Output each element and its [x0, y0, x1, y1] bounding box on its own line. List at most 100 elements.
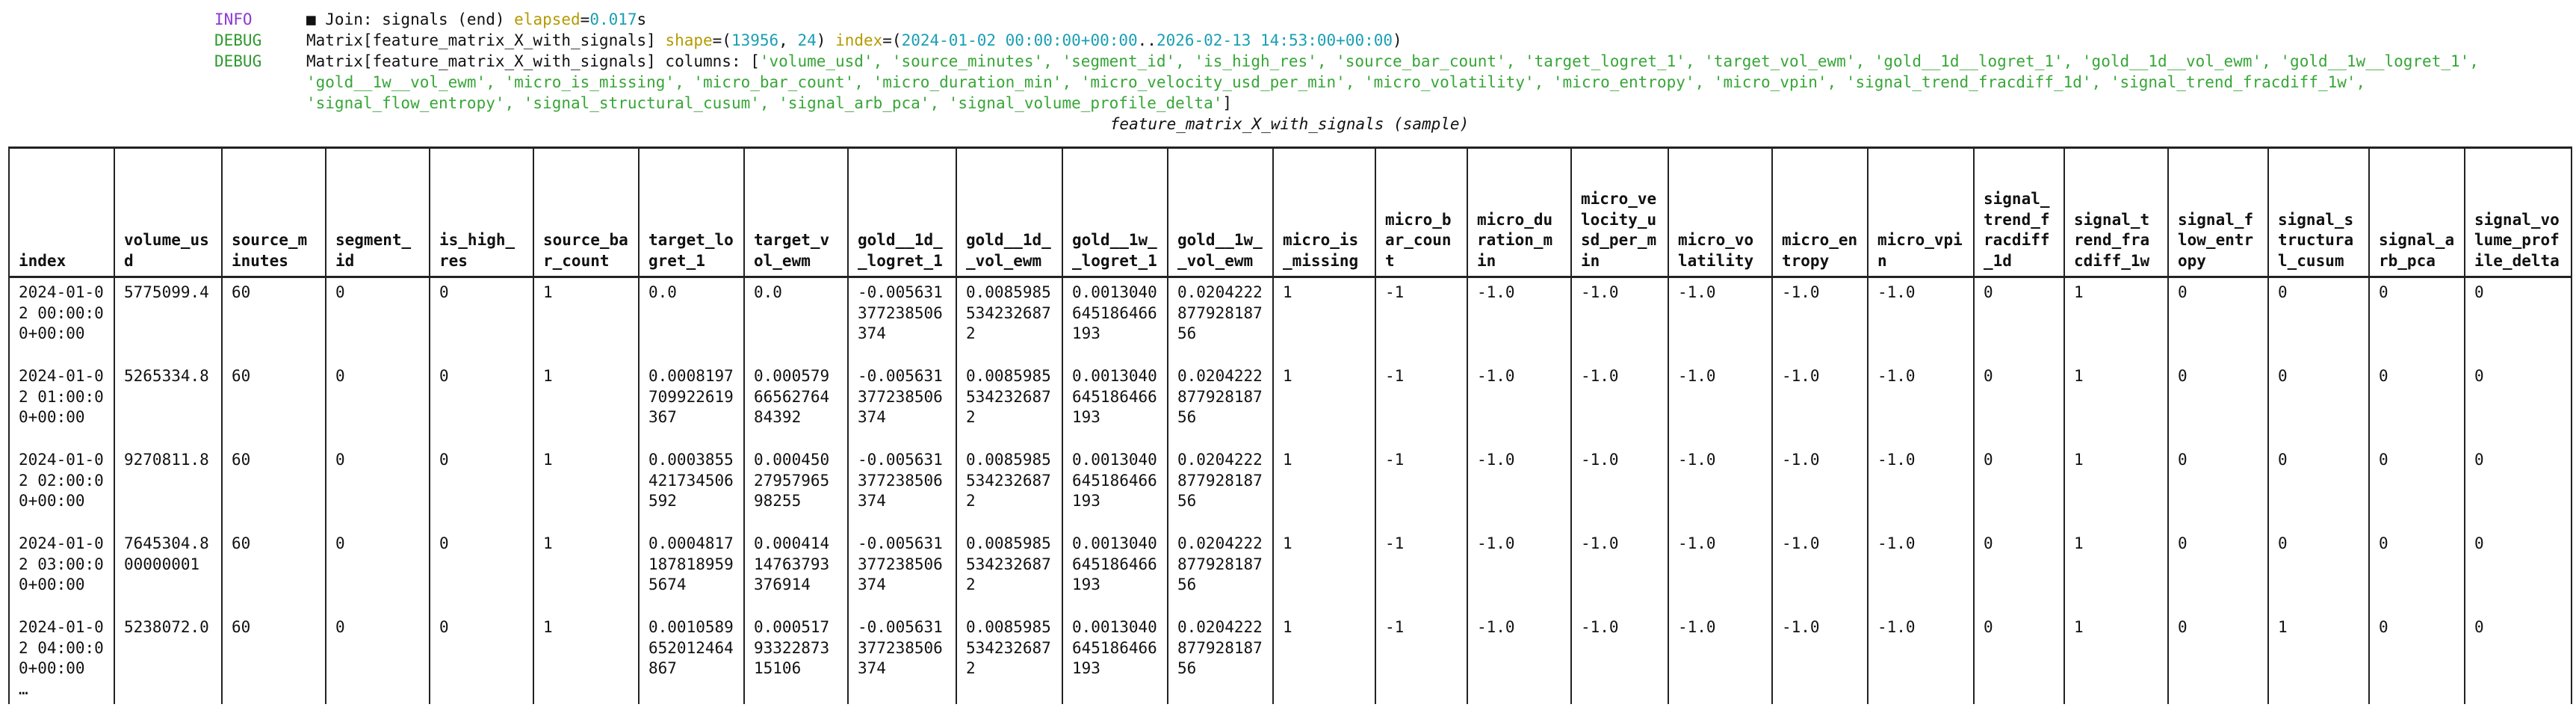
table-cell: 0 [429, 277, 534, 362]
table-cell: 0 [2368, 613, 2465, 704]
table-cell: 60 [221, 362, 326, 445]
column-header: is_high_res [429, 146, 534, 278]
table-cell: 0.0003855421734506592 [638, 445, 745, 529]
column-header: signal_flow_entropy [2167, 146, 2269, 278]
table-cell: 0 [2464, 613, 2572, 704]
table-cell: 1 [2063, 362, 2169, 445]
column-header: micro_bar_count [1375, 146, 1468, 278]
column-header: source_minutes [221, 146, 326, 278]
table-cell: 0 [2464, 529, 2572, 613]
table-cell: 0.0005796656276484392 [743, 362, 849, 445]
table-cell: -1.0 [1867, 277, 1975, 362]
table-cell: 1 [533, 362, 640, 445]
table-cell: 7645304.800000001 [114, 529, 223, 613]
table-cell: -1.0 [1668, 613, 1773, 704]
column-header: gold__1d__logret_1 [847, 146, 957, 278]
log-segment: Matrix[feature_matrix_X_with_signals] [306, 31, 666, 49]
table-cell: 0.00048171878189595674 [638, 529, 745, 613]
table-cell: 0 [325, 277, 430, 362]
table-cell: 0 [429, 362, 534, 445]
table-cell: 1 [533, 529, 640, 613]
log-segment: 0.017 [589, 10, 637, 28]
table-cell: 0.020422287792818756 [1167, 613, 1274, 704]
column-header: volume_usd [114, 146, 223, 278]
table-cell: -1.0 [1867, 613, 1975, 704]
table-cell: 60 [221, 277, 326, 362]
table-cell: 5265334.8 [114, 362, 223, 445]
table-cell: 0 [2368, 529, 2465, 613]
table-cell: 2024-01-02 02:00:00+00:00 [8, 445, 115, 529]
table-cell: -1.0 [1771, 613, 1868, 704]
column-header: gold__1w__vol_ewm [1167, 146, 1274, 278]
table-cell: 0.020422287792818756 [1167, 445, 1274, 529]
column-header: source_bar_count [533, 146, 640, 278]
log-segment: 2026-02-13 14:53:00+00:00 [1156, 31, 1393, 49]
table-cell: -0.005631377238506374 [847, 362, 957, 445]
table-cell: 1 [2063, 529, 2169, 613]
log-segment: ) [816, 31, 836, 49]
table-cell: -0.005631377238506374 [847, 445, 957, 529]
log-segment: elapsed [514, 10, 580, 28]
table-cell: 0 [2464, 277, 2572, 362]
table-cell: 60 [221, 613, 326, 704]
log-message: ■ Join: signals (end) elapsed=0.017s [306, 9, 2560, 30]
table-cell: 1 [533, 277, 640, 362]
table-cell: 0 [429, 613, 534, 704]
table-cell: 0 [325, 613, 430, 704]
table-cell: 0.0013040645186466193 [1062, 613, 1168, 704]
table-cell: 0.00859855342326872 [956, 362, 1063, 445]
table-cell: 1 [1272, 613, 1376, 704]
table-cell: 1 [1272, 529, 1376, 613]
table-cell: 1 [2267, 613, 2370, 704]
table-cell: -1.0 [1668, 445, 1773, 529]
log-segment: Matrix[feature_matrix_X_with_signals] co… [306, 52, 760, 70]
log-segment: 24 [797, 31, 817, 49]
column-header: signal_volume_profile_delta [2464, 146, 2572, 278]
table-cell: 0.0013040645186466193 [1062, 529, 1168, 613]
table-cell: -1.0 [1570, 362, 1669, 445]
table-cell: -1.0 [1467, 445, 1572, 529]
table-row: 2024-01-02 01:00:00+00:00 5265334.8 60 0 0 1 0… [8, 362, 2572, 445]
data-table: index volume_usd source_minutes segment_id i… [8, 146, 2572, 704]
column-header: signal_trend_fracdiff_1d [1973, 146, 2065, 278]
table-cell: 1 [2063, 613, 2169, 704]
table-cell: -1.0 [1867, 529, 1975, 613]
table-cell: 0.00859855342326872 [956, 445, 1063, 529]
table-cell: 0 [325, 445, 430, 529]
log-segment: index [835, 31, 883, 49]
table-cell: -1.0 [1570, 613, 1669, 704]
column-header: target_logret_1 [638, 146, 745, 278]
log-segment: ■ Join: signals (end) [306, 10, 515, 28]
table-cell: 0 [325, 529, 430, 613]
table-cell: 0 [2368, 362, 2465, 445]
table-cell: 0 [2267, 529, 2370, 613]
log-segment: =( [712, 31, 731, 49]
column-header: micro_volatility [1668, 146, 1773, 278]
log: INFO ■ Join: signals (end) elapsed=0.017s… [214, 9, 2560, 114]
table-row: 2024-01-02 00:00:00+00:00 5775099.4 60 0 0 1 0… [8, 277, 2572, 362]
column-header: index [8, 146, 115, 278]
table-cell: -1 [1375, 362, 1468, 445]
table-cell: 2024-01-02 00:00:00+00:00 [8, 277, 115, 362]
table-cell: -1.0 [1570, 445, 1669, 529]
log-message: Matrix[feature_matrix_X_with_signals] co… [306, 51, 2560, 114]
table-cell: -1.0 [1467, 613, 1572, 704]
table-cell: 0 [2267, 277, 2370, 362]
column-header: micro_duration_min [1467, 146, 1572, 278]
table-cell: 0 [1973, 613, 2065, 704]
table-cell: 0.00859855342326872 [956, 613, 1063, 704]
log-segment: 'volume_usd', 'source_minutes', 'segment… [306, 52, 2489, 112]
log-segment: = [580, 10, 590, 28]
table-cell: 0 [2167, 445, 2269, 529]
truncation-mark: … [19, 679, 28, 698]
table-cell: -1 [1375, 529, 1468, 613]
table-cell: 0 [2167, 613, 2269, 704]
table-cell: 0.020422287792818756 [1167, 362, 1274, 445]
log-segment: ) [1393, 31, 1402, 49]
table-cell: -1.0 [1467, 529, 1572, 613]
table-cell: -0.005631377238506374 [847, 613, 957, 704]
column-header: signal_arb_pca [2368, 146, 2465, 278]
log-segment: s [637, 10, 647, 28]
table-cell: 0.0005179332287315106 [743, 613, 849, 704]
table-cell: 0 [2167, 277, 2269, 362]
